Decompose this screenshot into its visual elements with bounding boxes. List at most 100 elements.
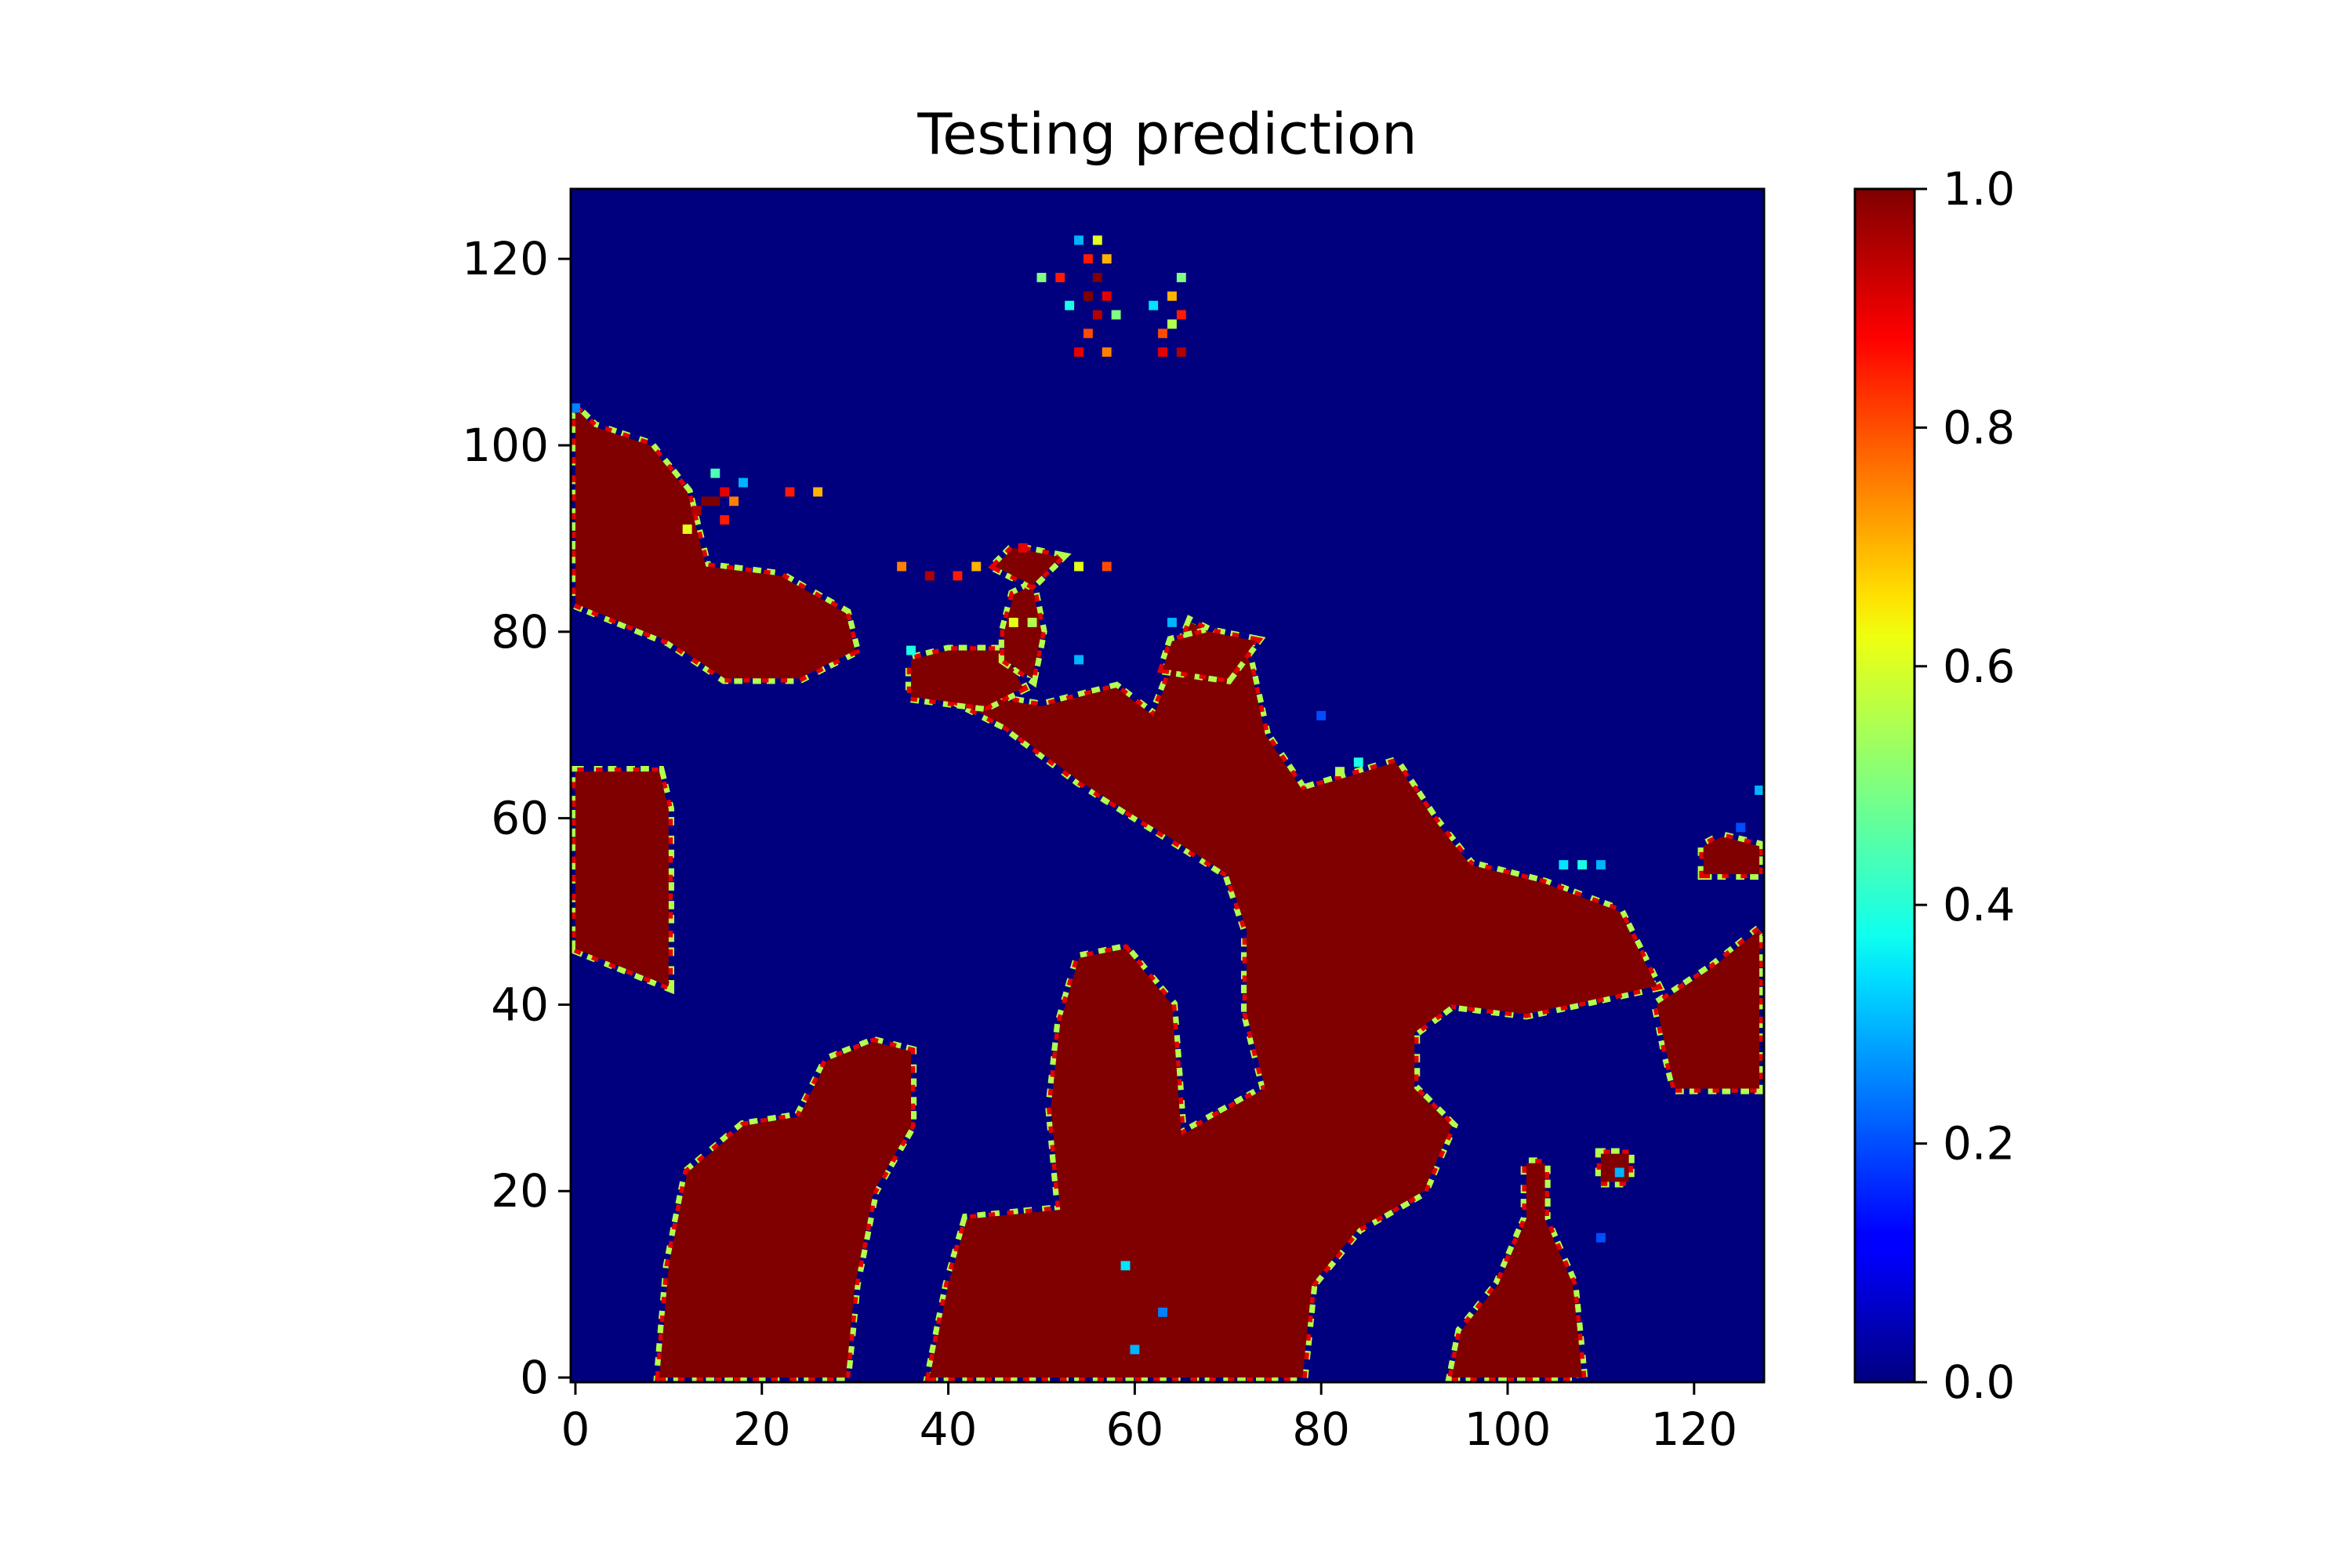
heat-cell: [1018, 543, 1028, 553]
heat-cell: [906, 645, 916, 655]
heat-cell: [785, 487, 795, 497]
heat-cell: [1559, 860, 1569, 870]
heat-cell: [571, 403, 580, 413]
heat-cell: [1027, 617, 1037, 627]
heat-cell: [953, 571, 963, 581]
heat-cell: [1614, 1167, 1624, 1178]
heat-cell: [1008, 617, 1018, 627]
heat-cell: [1055, 273, 1065, 282]
heat-cell: [1158, 328, 1167, 339]
heat-cell: [1083, 254, 1093, 264]
y-tick-label: 0: [520, 1351, 549, 1404]
heat-cell: [1149, 300, 1159, 310]
heat-cell: [1167, 617, 1177, 627]
heat-cell: [1167, 319, 1177, 329]
heat-cell: [1083, 291, 1093, 301]
high-region-8: [911, 650, 1023, 706]
heat-cell: [1074, 347, 1083, 358]
high-region-0: [659, 1041, 912, 1378]
colorbar-tick-label: 0.0: [1943, 1356, 2015, 1409]
heat-cell: [691, 506, 702, 516]
plot-frame: [569, 187, 1766, 1384]
y-tick-label: 120: [462, 232, 549, 285]
y-tick-label: 20: [491, 1164, 549, 1218]
heat-cell: [1595, 1232, 1606, 1243]
heat-cell: [1036, 273, 1047, 282]
heat-cell: [1595, 860, 1606, 870]
heat-cell: [1316, 710, 1327, 720]
plot-area: [569, 187, 1766, 1384]
heat-cell: [1074, 235, 1083, 245]
heat-cell: [739, 477, 748, 488]
y-tick-label: 40: [491, 978, 549, 1031]
heat-cell: [1755, 786, 1764, 795]
x-tick-label: 120: [1650, 1403, 1737, 1456]
heat-cell: [813, 487, 823, 497]
heat-cell: [1102, 291, 1112, 301]
heat-cell: [1736, 822, 1746, 833]
high-region-4: [1657, 930, 1760, 1089]
heat-cell: [1577, 860, 1588, 870]
heat-cell: [1111, 310, 1121, 320]
heat-cell: [720, 487, 730, 497]
colorbar-tick-label: 0.4: [1943, 878, 2015, 931]
x-tick-label: 60: [1105, 1403, 1163, 1456]
heat-cell: [924, 571, 935, 581]
heat-cell: [1158, 347, 1167, 358]
heat-cell: [1353, 757, 1363, 768]
heat-cell: [1176, 347, 1186, 358]
heat-cell: [729, 496, 739, 506]
heat-cell: [1102, 561, 1112, 572]
heat-cell: [1335, 767, 1345, 777]
chart-title: Testing prediction: [916, 101, 1417, 167]
high-region-11: [1163, 631, 1256, 679]
x-tick-label: 80: [1292, 1403, 1350, 1456]
heat-cell: [710, 468, 720, 478]
heat-cell: [1167, 291, 1177, 301]
x-tick-label: 0: [561, 1403, 590, 1456]
heat-cell: [1102, 347, 1112, 358]
heat-cell: [1130, 1345, 1140, 1355]
heat-cell: [1092, 310, 1102, 320]
heat-cell: [701, 496, 711, 506]
heat-cell: [1158, 1307, 1167, 1317]
heat-cell: [1120, 1261, 1131, 1271]
heat-cell: [1065, 300, 1075, 310]
heat-cell: [682, 524, 692, 534]
heat-cell: [1176, 310, 1186, 320]
heat-cell: [720, 515, 730, 525]
colorbar-tick-label: 0.2: [1943, 1117, 2015, 1171]
heat-cell: [1074, 655, 1083, 665]
colorbar-tick-label: 1.0: [1943, 162, 2015, 216]
high-region-10: [995, 547, 1061, 586]
high-region-7: [575, 408, 855, 679]
x-tick-label: 100: [1465, 1403, 1552, 1456]
high-region-1: [929, 622, 1657, 1378]
high-region-9: [1004, 585, 1042, 679]
heat-cell: [1092, 235, 1102, 245]
high-region-2: [1451, 1163, 1583, 1378]
x-tick-label: 40: [920, 1403, 978, 1456]
high-region-5: [1703, 837, 1760, 874]
colorbar-tick-label: 0.6: [1943, 640, 2015, 693]
heat-cell: [1074, 561, 1083, 572]
y-tick-label: 100: [462, 419, 549, 472]
x-axis: 0 20 40 60 80 100 120: [561, 1382, 1737, 1456]
colorbar-ticks: 0.0 0.2 0.4 0.6 0.8 1.0: [1915, 162, 2015, 1409]
x-tick-label: 20: [733, 1403, 791, 1456]
heat-cell: [1176, 273, 1186, 282]
high-region-6: [575, 771, 669, 986]
colorbar-gradient: [1853, 187, 1916, 1384]
heat-cell: [1092, 273, 1102, 282]
heat-cell: [710, 496, 720, 506]
y-axis: 0 20 40 60 80 100 120: [462, 232, 571, 1404]
y-tick-label: 60: [491, 792, 549, 845]
heat-cell: [971, 561, 982, 572]
colorbar-tick-label: 0.8: [1943, 401, 2015, 454]
heat-cell: [1083, 328, 1093, 339]
colorbar: 0.0 0.2 0.4 0.6 0.8 1.0: [1853, 162, 2015, 1409]
y-tick-label: 80: [491, 605, 549, 659]
heat-cell: [1102, 254, 1112, 264]
heat-cell: [897, 561, 907, 572]
